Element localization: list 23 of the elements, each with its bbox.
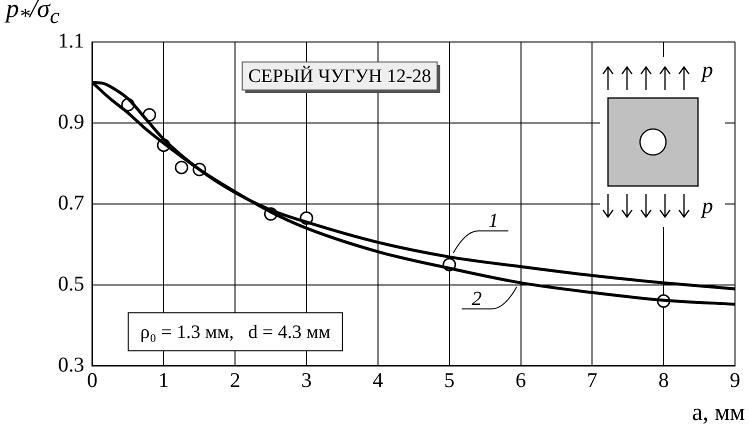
annotation: p [702, 193, 713, 219]
x-tick-label: 9 [730, 368, 740, 392]
y-tick-label: 0.7 [58, 190, 84, 214]
x-tick-label: 1 [158, 368, 169, 392]
x-tick-label: 0 [87, 368, 98, 392]
y-tick-label: 1.1 [58, 28, 84, 53]
x-tick-label: 3 [301, 368, 312, 392]
x-axis-title: a, мм [692, 400, 745, 427]
annotation: ρ₀ = 1.3 мм, d = 4.3 мм [140, 322, 330, 343]
x-tick-label: 6 [516, 368, 526, 392]
y-tick-label: 0.9 [58, 109, 84, 134]
x-tick-label: 5 [444, 368, 455, 392]
text: СЕРЫЙ ЧУГУН 12-28 [248, 64, 432, 87]
y-axis-title: p$_{*}$/σ$_{c}$ [6, 0, 60, 30]
x-tick-label: 4 [372, 368, 384, 392]
annotation: p [702, 57, 713, 83]
y-tick-label: 0.3 [58, 352, 84, 376]
x-tick-label: 7 [586, 368, 598, 392]
y-tick-label: 0.5 [58, 271, 84, 296]
x-tick-label: 8 [658, 368, 669, 392]
series-label: 1 [488, 210, 498, 232]
x-tick-label: 2 [230, 368, 240, 392]
series-label: 2 [472, 288, 482, 310]
